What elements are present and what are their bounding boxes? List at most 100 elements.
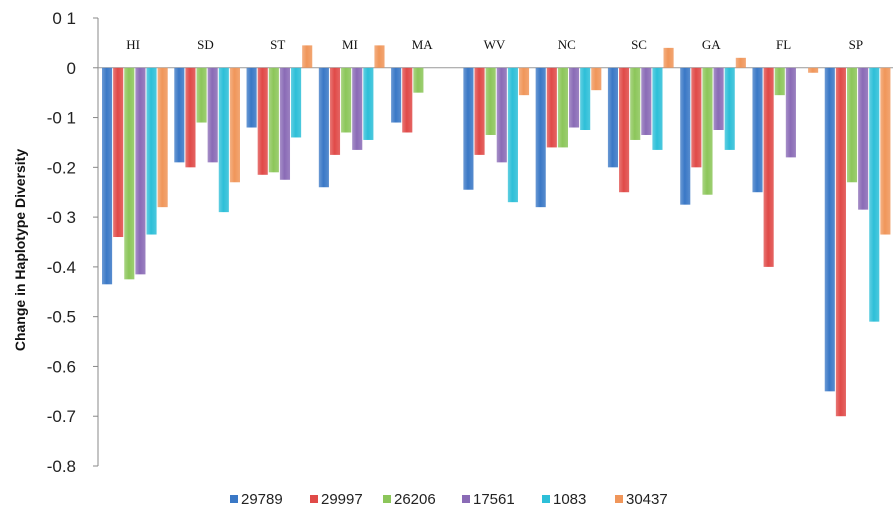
bar-GA-30437 [735, 57, 746, 68]
bar-ST-26206 [268, 67, 279, 173]
bar-MI-30437 [374, 45, 385, 68]
bar-ST-30437 [302, 45, 313, 68]
bar-NC-26206 [557, 67, 568, 148]
bar-FL-29789 [752, 67, 763, 193]
bar-SC-29789 [607, 67, 619, 168]
y-tick-label: -0.8 [47, 457, 76, 476]
bar-SC-1083 [652, 67, 663, 150]
category-label: MI [342, 37, 358, 52]
bar-SC-17561 [641, 67, 652, 135]
bar-GA-29789 [680, 67, 691, 205]
y-tick-label: 0 1 [52, 9, 76, 28]
bar-SC-30437 [663, 47, 674, 68]
legend-swatch [542, 495, 550, 503]
bar-FL-29997 [763, 67, 774, 267]
bar-MI-17561 [352, 67, 363, 150]
bar-HI-29789 [102, 67, 113, 285]
legend-swatch [615, 495, 623, 503]
bar-WV-29997 [474, 67, 485, 155]
category-label: HI [126, 37, 140, 52]
bar-SC-26206 [630, 67, 641, 140]
bar-MA-26206 [413, 67, 424, 93]
bar-NC-17561 [568, 67, 580, 128]
bar-SD-26206 [196, 67, 207, 123]
bar-SD-30437 [229, 67, 240, 183]
bar-FL-26206 [774, 67, 785, 96]
bar-HI-30437 [157, 67, 168, 208]
legend-swatch [383, 495, 391, 503]
category-label: ST [270, 37, 285, 52]
legend-label: 29997 [321, 491, 363, 508]
bar-GA-1083 [724, 67, 735, 150]
bar-NC-29789 [535, 67, 546, 208]
y-tick-label: -0.7 [47, 407, 76, 426]
y-tick-label: -0.6 [47, 357, 76, 376]
legend-label: 29789 [241, 491, 283, 508]
y-tick-label: -0.5 [47, 308, 76, 327]
category-label: MA [412, 37, 434, 52]
bar-SP-30437 [880, 67, 891, 235]
bar-MI-29997 [329, 67, 341, 155]
bar-HI-29997 [113, 67, 124, 238]
bar-SD-1083 [218, 67, 229, 213]
bar-GA-17561 [713, 67, 724, 130]
y-tick-label: -0 1 [47, 109, 76, 128]
bar-SP-1083 [869, 67, 880, 322]
bar-SP-17561 [858, 67, 869, 210]
legend-swatch [310, 495, 318, 503]
bar-SP-26206 [846, 67, 858, 183]
bar-GA-26206 [702, 67, 713, 195]
bar-WV-26206 [485, 67, 496, 135]
bar-SD-29997 [185, 67, 196, 168]
category-labels: HI SD ST MI MA WV NC SC GA FL SP [126, 37, 863, 52]
legend-label: 17561 [473, 491, 515, 508]
bar-MI-29789 [318, 67, 329, 188]
legend-swatch [462, 495, 470, 503]
legend-swatch [230, 495, 238, 503]
category-label: FL [776, 37, 791, 52]
legend-label: 1083 [553, 491, 586, 508]
category-label: SC [631, 37, 647, 52]
bar-NC-30437 [591, 67, 602, 91]
bar-FL-30437 [808, 67, 819, 73]
category-label: SP [849, 37, 863, 52]
bar-WV-17561 [496, 67, 507, 163]
bar-MI-1083 [363, 67, 374, 140]
category-label: NC [558, 37, 576, 52]
bar-ST-29997 [257, 67, 268, 175]
bar-HI-17561 [135, 67, 146, 275]
legend: 29789 29997 26206 17561 1083 30437 [230, 491, 668, 508]
bar-NC-1083 [580, 67, 591, 130]
bar-SC-29997 [619, 67, 630, 193]
bar-NC-29997 [546, 67, 557, 148]
bar-ST-29789 [246, 67, 257, 128]
y-tick-label: -0.2 [47, 158, 76, 177]
bar-FL-17561 [785, 67, 796, 158]
bar-MA-29997 [402, 67, 413, 133]
bar-GA-29997 [691, 67, 702, 168]
bar-HI-26206 [124, 67, 135, 280]
bar-SD-29789 [174, 67, 185, 163]
bar-HI-1083 [146, 67, 157, 235]
category-label: GA [702, 37, 721, 52]
bar-ST-1083 [291, 67, 302, 138]
bar-ST-17561 [279, 67, 291, 180]
bar-MA-29789 [391, 67, 402, 123]
bar-SP-29789 [824, 67, 835, 392]
bar-WV-30437 [518, 67, 530, 96]
bars [102, 45, 891, 417]
legend-label: 26206 [394, 491, 436, 508]
bar-WV-29789 [463, 67, 474, 190]
bar-SP-29997 [835, 67, 846, 417]
legend-label: 30437 [626, 491, 668, 508]
bar-SD-17561 [207, 67, 218, 163]
category-label: WV [484, 37, 506, 52]
bar-WV-1083 [507, 67, 518, 203]
y-tick-label: -0 3 [47, 208, 76, 227]
y-axis-title: Change in Haplotype Diversity [12, 149, 28, 351]
y-tick-label: 0 [67, 59, 76, 78]
y-tick-label: -0.4 [47, 258, 76, 277]
bar-MI-26206 [341, 67, 352, 133]
category-label: SD [197, 37, 214, 52]
